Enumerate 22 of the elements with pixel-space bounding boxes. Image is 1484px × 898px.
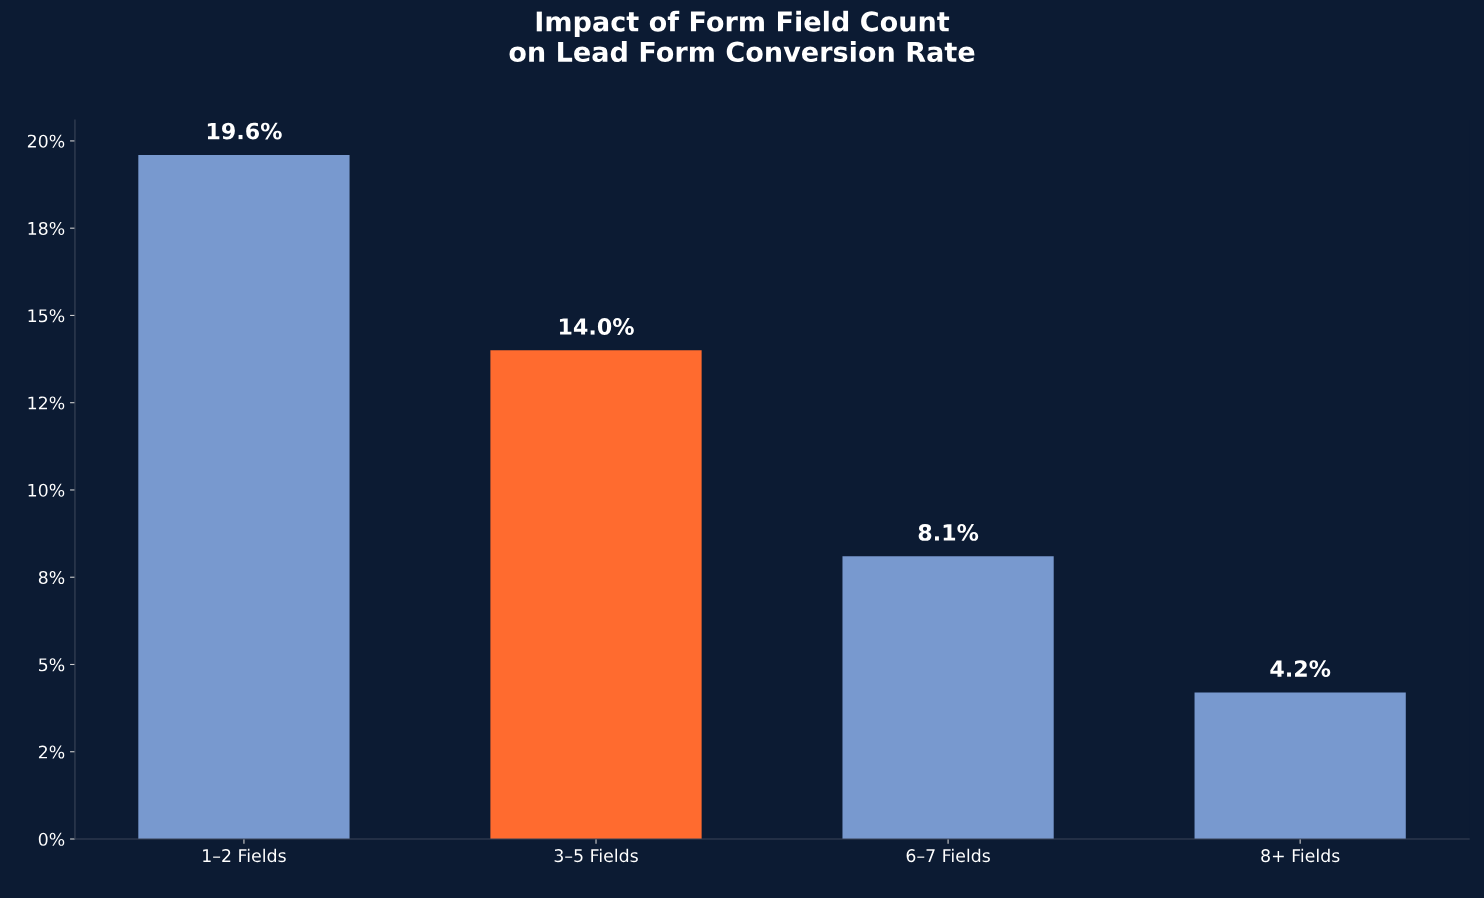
chart-title: Impact of Form Field Count on Lead Form Conversion Rate [509,10,975,63]
y-tick-label: 8% [38,570,65,585]
data-label: 8.1% [918,524,979,541]
y-tick-label: 12% [28,396,65,410]
x-tick-label: 6–7 Fields [906,848,990,863]
y-tick-label: 15% [28,309,65,323]
bar [842,556,1054,839]
x-tick-label: 8+ Fields [1261,848,1340,863]
y-tick-label: 20% [27,134,65,148]
bar [1194,692,1406,839]
y-tick-label: 18% [28,221,65,236]
y-tick-label: 0% [38,832,65,846]
data-label: 14.0% [559,318,634,335]
x-tick-label: 1–2 Fields [203,848,286,863]
bar [490,350,702,839]
x-tick-label: 3–5 Fields [554,848,638,863]
bar [138,154,350,839]
y-tick-label: 5% [39,658,65,672]
data-label: 19.6% [207,122,282,140]
y-tick-label: 10% [28,483,65,497]
y-tick-label: 2% [38,745,65,759]
data-label: 4.2% [1270,660,1331,677]
